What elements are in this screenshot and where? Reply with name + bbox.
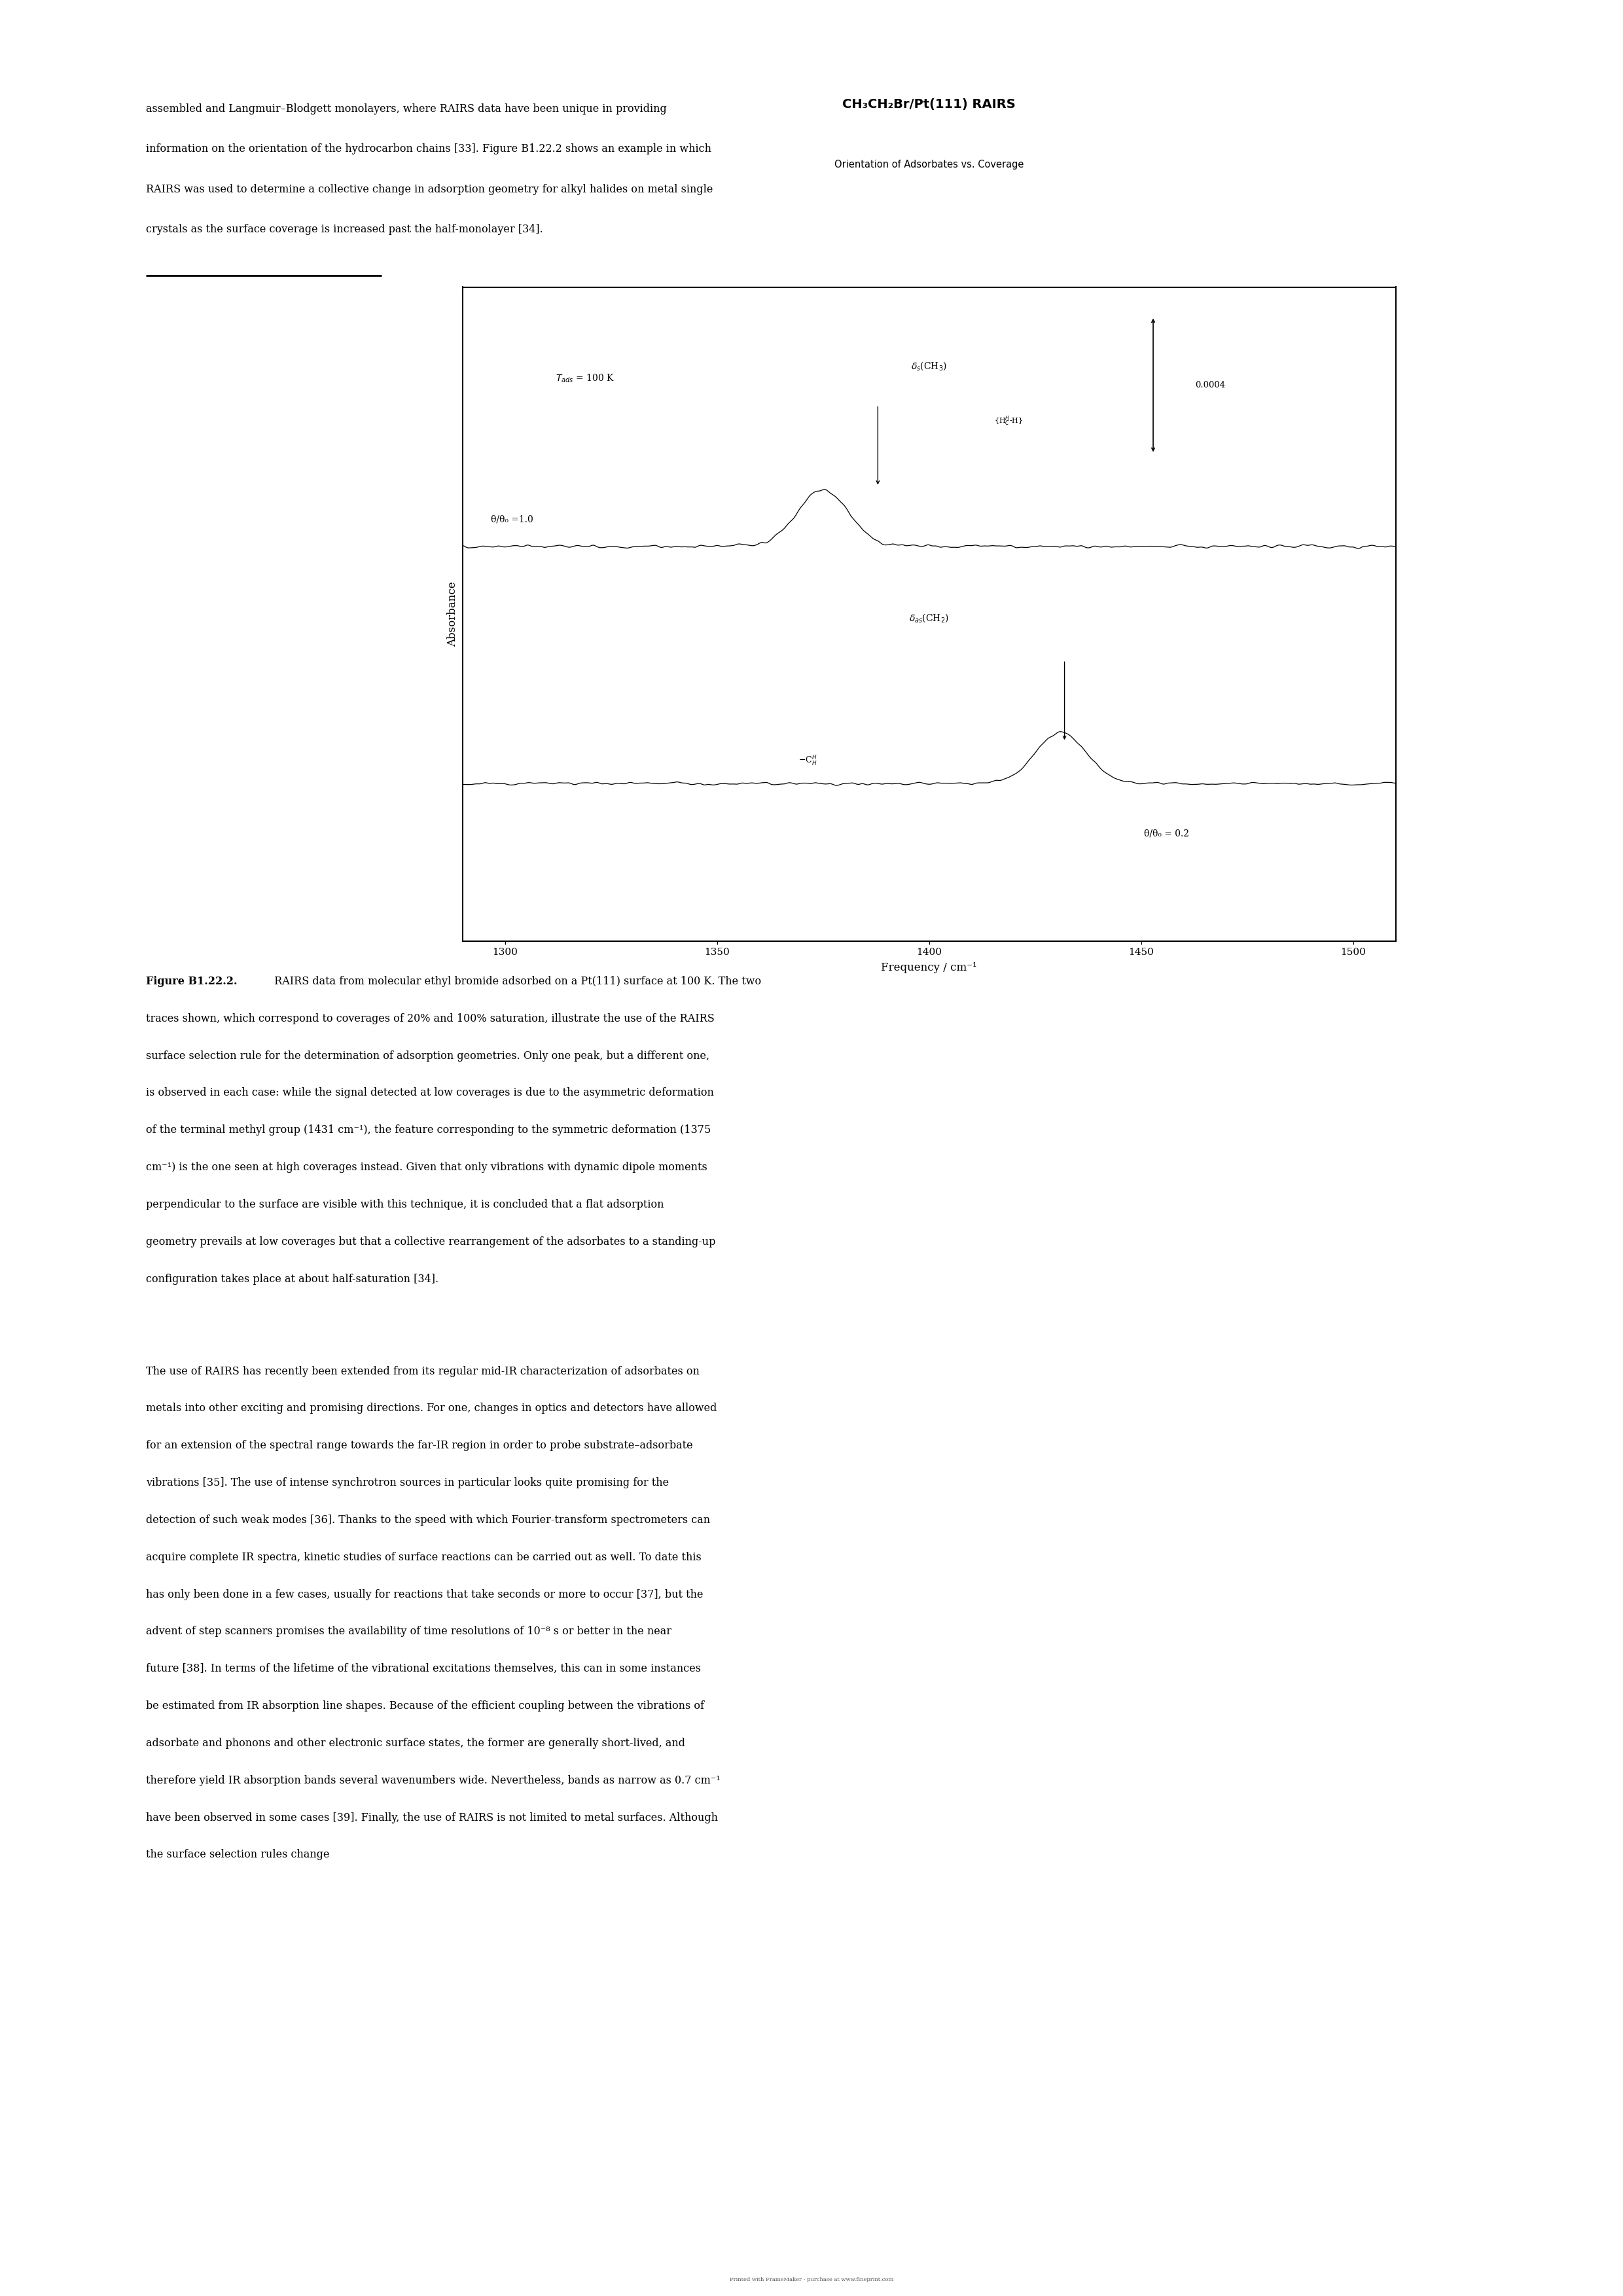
Text: detection of such weak modes [36]. Thanks to the speed with which Fourier-transf: detection of such weak modes [36]. Thank… <box>146 1515 711 1525</box>
Text: be estimated from IR absorption line shapes. Because of the efficient coupling b: be estimated from IR absorption line sha… <box>146 1701 704 1711</box>
Text: the surface selection rules change: the surface selection rules change <box>146 1848 329 1860</box>
X-axis label: Frequency / cm⁻¹: Frequency / cm⁻¹ <box>881 962 977 974</box>
Text: Figure B1.22.2.: Figure B1.22.2. <box>146 976 237 987</box>
Text: geometry prevails at low coverages but that a collective rearrangement of the ad: geometry prevails at low coverages but t… <box>146 1235 716 1247</box>
Text: RAIRS was used to determine a collective change in adsorption geometry for alkyl: RAIRS was used to determine a collective… <box>146 184 712 195</box>
Text: The use of RAIRS has recently been extended from its regular mid-IR characteriza: The use of RAIRS has recently been exten… <box>146 1366 700 1378</box>
Text: information on the orientation of the hydrocarbon chains [33]. Figure B1.22.2 sh: information on the orientation of the hy… <box>146 142 711 154</box>
Text: $\delta_s$(CH$_3$): $\delta_s$(CH$_3$) <box>911 360 948 372</box>
Text: have been observed in some cases [39]. Finally, the use of RAIRS is not limited : have been observed in some cases [39]. F… <box>146 1812 717 1823</box>
Text: acquire complete IR spectra, kinetic studies of surface reactions can be carried: acquire complete IR spectra, kinetic stu… <box>146 1552 701 1564</box>
Text: CH₃CH₂Br/Pt(111) RAIRS: CH₃CH₂Br/Pt(111) RAIRS <box>842 99 1016 110</box>
Text: -6-: -6- <box>805 312 818 324</box>
Text: therefore yield IR absorption bands several wavenumbers wide. Nevertheless, band: therefore yield IR absorption bands seve… <box>146 1775 721 1786</box>
Text: θ/θ₀ =1.0: θ/θ₀ =1.0 <box>490 514 532 523</box>
Text: $\{$H$_C^H$-H$\}$: $\{$H$_C^H$-H$\}$ <box>993 416 1022 427</box>
Text: perpendicular to the surface are visible with this technique, it is concluded th: perpendicular to the surface are visible… <box>146 1199 664 1210</box>
Text: adsorbate and phonons and other electronic surface states, the former are genera: adsorbate and phonons and other electron… <box>146 1738 685 1750</box>
Text: RAIRS data from molecular ethyl bromide adsorbed on a Pt(111) surface at 100 K. : RAIRS data from molecular ethyl bromide … <box>271 976 761 987</box>
Text: for an extension of the spectral range towards the far-IR region in order to pro: for an extension of the spectral range t… <box>146 1440 693 1451</box>
Text: advent of step scanners promises the availability of time resolutions of 10⁻⁸ s : advent of step scanners promises the ava… <box>146 1626 672 1637</box>
Text: assembled and Langmuir–Blodgett monolayers, where RAIRS data have been unique in: assembled and Langmuir–Blodgett monolaye… <box>146 103 667 115</box>
Text: $-$C$^H_H$: $-$C$^H_H$ <box>799 755 816 767</box>
Text: 0.0004: 0.0004 <box>1195 381 1225 390</box>
Y-axis label: Absorbance: Absorbance <box>446 581 458 647</box>
Text: of the terminal methyl group (1431 cm⁻¹), the feature corresponding to the symme: of the terminal methyl group (1431 cm⁻¹)… <box>146 1125 711 1137</box>
Text: configuration takes place at about half-saturation [34].: configuration takes place at about half-… <box>146 1274 438 1283</box>
Text: crystals as the surface coverage is increased past the half-monolayer [34].: crystals as the surface coverage is incr… <box>146 225 544 234</box>
Text: Printed with FrameMaker - purchase at www.fineprint.com: Printed with FrameMaker - purchase at ww… <box>730 2278 893 2282</box>
Text: vibrations [35]. The use of intense synchrotron sources in particular looks quit: vibrations [35]. The use of intense sync… <box>146 1476 669 1488</box>
Text: surface selection rule for the determination of adsorption geometries. Only one : surface selection rule for the determina… <box>146 1049 709 1061</box>
Text: metals into other exciting and promising directions. For one, changes in optics : metals into other exciting and promising… <box>146 1403 717 1414</box>
Text: θ/θ₀ = 0.2: θ/θ₀ = 0.2 <box>1144 829 1190 838</box>
Text: cm⁻¹) is the one seen at high coverages instead. Given that only vibrations with: cm⁻¹) is the one seen at high coverages … <box>146 1162 708 1173</box>
Text: $T_{ads}$ = 100 K: $T_{ads}$ = 100 K <box>555 372 615 383</box>
Text: has only been done in a few cases, usually for reactions that take seconds or mo: has only been done in a few cases, usual… <box>146 1589 703 1600</box>
Text: Orientation of Adsorbates vs. Coverage: Orientation of Adsorbates vs. Coverage <box>834 158 1024 170</box>
Text: traces shown, which correspond to coverages of 20% and 100% saturation, illustra: traces shown, which correspond to covera… <box>146 1013 714 1024</box>
Text: is observed in each case: while the signal detected at low coverages is due to t: is observed in each case: while the sign… <box>146 1088 714 1097</box>
Text: future [38]. In terms of the lifetime of the vibrational excitations themselves,: future [38]. In terms of the lifetime of… <box>146 1662 701 1674</box>
Text: $\delta_{as}$(CH$_2$): $\delta_{as}$(CH$_2$) <box>909 613 949 625</box>
